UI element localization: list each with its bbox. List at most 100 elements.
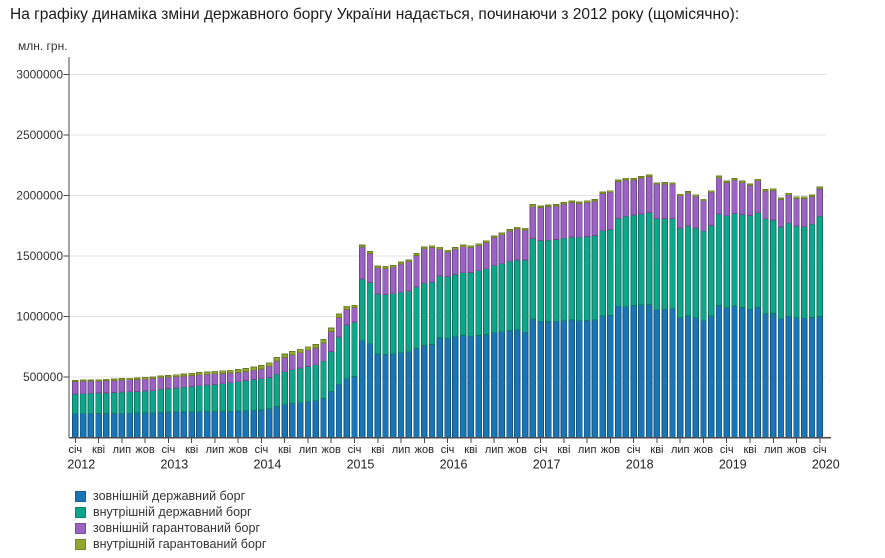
bar-month-24[interactable]	[258, 365, 265, 438]
bar-month-39[interactable]	[374, 265, 381, 438]
bar-segment[interactable]	[614, 218, 622, 307]
bar-segment[interactable]	[630, 305, 637, 438]
bar-segment[interactable]	[545, 239, 552, 322]
bar-segment[interactable]	[793, 196, 800, 199]
bar-segment[interactable]	[436, 337, 443, 438]
bar-segment[interactable]	[211, 373, 219, 385]
bar-segment[interactable]	[397, 263, 405, 293]
bar-segment[interactable]	[351, 307, 358, 323]
bar-segment[interactable]	[366, 251, 374, 254]
bar-segment[interactable]	[149, 390, 157, 414]
bar-segment[interactable]	[607, 191, 614, 230]
bar-segment[interactable]	[320, 342, 327, 362]
bar-segment[interactable]	[110, 379, 118, 393]
bar-segment[interactable]	[95, 413, 102, 438]
bar-segment[interactable]	[234, 410, 242, 438]
bar-segment[interactable]	[614, 181, 622, 219]
bar-segment[interactable]	[436, 248, 443, 277]
bar-segment[interactable]	[273, 373, 281, 408]
bar-segment[interactable]	[645, 175, 653, 213]
bar-segment[interactable]	[110, 392, 118, 414]
bar-segment[interactable]	[669, 183, 676, 219]
bar-segment[interactable]	[203, 373, 211, 386]
bar-segment[interactable]	[118, 412, 126, 438]
bar-segment[interactable]	[343, 324, 350, 380]
bar-segment[interactable]	[304, 365, 312, 403]
bar-segment[interactable]	[281, 357, 288, 373]
bar-segment[interactable]	[103, 413, 110, 438]
bar-segment[interactable]	[421, 248, 428, 284]
bar-segment[interactable]	[250, 366, 257, 371]
bar-segment[interactable]	[188, 375, 195, 387]
bar-segment[interactable]	[475, 335, 482, 438]
bar-month-43[interactable]	[405, 259, 412, 438]
bar-segment[interactable]	[770, 219, 777, 314]
bar-segment[interactable]	[351, 305, 358, 308]
bar-segment[interactable]	[413, 348, 420, 438]
bar-month-76[interactable]	[661, 182, 668, 438]
bar-month-71[interactable]	[622, 177, 630, 438]
bar-segment[interactable]	[211, 370, 219, 375]
bar-segment[interactable]	[490, 237, 498, 267]
bar-segment[interactable]	[483, 268, 490, 336]
bar-month-56[interactable]	[506, 228, 513, 438]
bar-month-78[interactable]	[677, 193, 684, 438]
bar-segment[interactable]	[172, 375, 180, 389]
bar-segment[interactable]	[436, 246, 443, 250]
bar-segment[interactable]	[126, 391, 133, 414]
bar-month-63[interactable]	[560, 202, 568, 438]
bar-segment[interactable]	[165, 411, 172, 438]
bar-segment[interactable]	[692, 227, 699, 319]
bar-segment[interactable]	[180, 411, 188, 438]
bar-segment[interactable]	[560, 237, 568, 322]
bar-segment[interactable]	[638, 304, 645, 438]
bar-segment[interactable]	[87, 380, 95, 394]
bar-segment[interactable]	[715, 213, 723, 307]
bar-segment[interactable]	[506, 260, 513, 331]
bar-month-59[interactable]	[529, 204, 537, 438]
bar-segment[interactable]	[583, 200, 591, 203]
bar-segment[interactable]	[250, 379, 257, 411]
bar-month-95[interactable]	[808, 194, 816, 438]
bar-segment[interactable]	[359, 246, 366, 280]
bar-month-0[interactable]	[72, 379, 79, 438]
bar-segment[interactable]	[622, 179, 630, 217]
bar-month-88[interactable]	[754, 178, 761, 438]
bar-segment[interactable]	[731, 305, 738, 438]
bar-segment[interactable]	[289, 369, 296, 405]
bar-segment[interactable]	[110, 378, 118, 381]
bar-segment[interactable]	[529, 318, 537, 438]
bar-segment[interactable]	[607, 315, 614, 438]
bar-segment[interactable]	[467, 247, 475, 273]
bar-segment[interactable]	[452, 274, 459, 338]
bar-segment[interactable]	[467, 245, 475, 248]
bar-month-35[interactable]	[343, 305, 350, 438]
bar-segment[interactable]	[514, 259, 521, 331]
bar-segment[interactable]	[234, 381, 242, 412]
bar-segment[interactable]	[382, 268, 389, 295]
bar-segment[interactable]	[638, 177, 645, 215]
bar-segment[interactable]	[126, 377, 133, 381]
bar-segment[interactable]	[227, 369, 234, 374]
bar-segment[interactable]	[731, 213, 738, 307]
bar-month-61[interactable]	[545, 204, 552, 438]
bar-segment[interactable]	[273, 356, 281, 362]
bar-month-74[interactable]	[645, 174, 653, 438]
bar-month-73[interactable]	[638, 176, 645, 438]
bar-segment[interactable]	[343, 378, 350, 438]
bar-segment[interactable]	[452, 248, 459, 275]
bar-segment[interactable]	[196, 411, 203, 438]
bar-month-34[interactable]	[335, 313, 343, 438]
bar-segment[interactable]	[537, 207, 544, 241]
bar-segment[interactable]	[715, 175, 723, 179]
bar-month-72[interactable]	[630, 178, 637, 438]
bar-segment[interactable]	[816, 316, 823, 438]
bar-segment[interactable]	[265, 408, 273, 438]
bar-segment[interactable]	[390, 353, 397, 438]
bar-segment[interactable]	[746, 185, 754, 216]
bar-segment[interactable]	[746, 214, 754, 310]
bar-segment[interactable]	[242, 368, 250, 372]
bar-segment[interactable]	[203, 411, 211, 438]
bar-segment[interactable]	[320, 360, 327, 399]
bar-segment[interactable]	[79, 413, 87, 438]
